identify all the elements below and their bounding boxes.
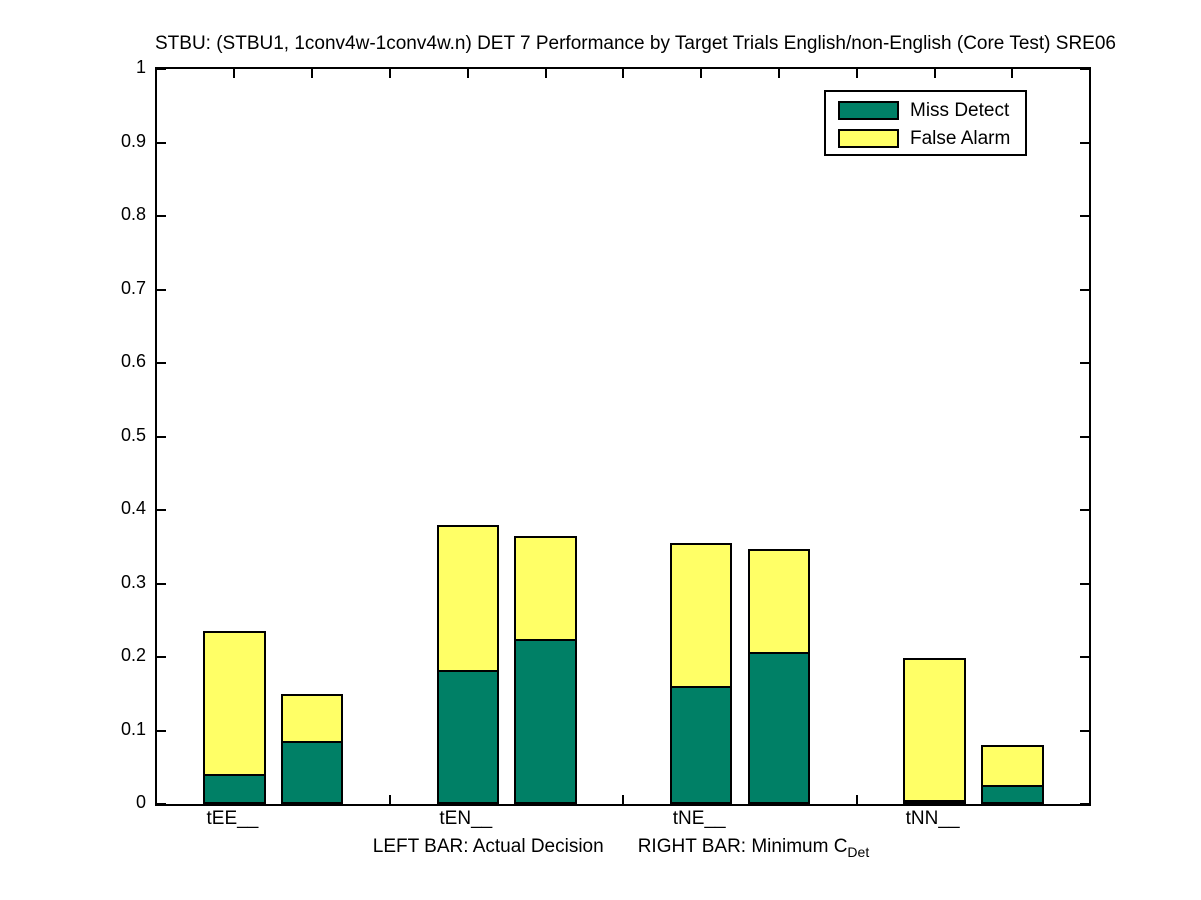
x-axis-tick-bottom [855, 795, 858, 804]
bar-segment-miss-detect [672, 686, 731, 802]
x-axis-tick-top [933, 69, 936, 78]
stacked-bar-minimum-cdet [981, 745, 1044, 804]
stacked-bar-minimum-cdet [281, 693, 344, 804]
x-axis-category-label: tNE__ [672, 808, 726, 829]
y-axis-tick-right [1080, 803, 1089, 805]
stacked-bar-minimum-cdet [747, 548, 811, 804]
legend-label-miss-detect: Miss Detect [910, 100, 1010, 121]
y-axis-tick-right [1080, 362, 1089, 364]
y-axis-tick-left [157, 729, 166, 732]
x-axis-tick-top [466, 69, 469, 78]
x-axis-tick-bottom [389, 795, 391, 804]
stacked-bar-actual-decision [670, 543, 733, 804]
x-axis-category-label: tEN__ [439, 808, 493, 829]
y-axis-tick-right [1080, 435, 1089, 438]
bar-segment-miss-detect [983, 784, 1042, 802]
y-axis-tick-label: 0.3 [120, 571, 146, 592]
y-axis-tick-right [1080, 141, 1089, 144]
y-axis-tick-left [157, 362, 166, 364]
y-axis-tick-right [1080, 68, 1089, 70]
x-axis-tick-top [389, 69, 391, 78]
bar-segment-miss-detect [205, 773, 264, 802]
stacked-bar-actual-decision [203, 630, 266, 804]
y-axis-tick-label: 0.8 [120, 204, 146, 224]
y-axis-tick-right [1080, 215, 1089, 217]
caption-subscript: Det [847, 843, 870, 860]
y-axis-tick-right [1080, 729, 1089, 732]
y-axis-tick-left [157, 656, 166, 658]
x-axis-tick-bottom [622, 795, 625, 804]
legend: Miss Detect False Alarm [824, 90, 1027, 156]
y-axis-tick-label: 0.6 [120, 351, 146, 371]
x-axis-tick-top [622, 69, 625, 78]
y-axis-tick-left [157, 509, 166, 511]
y-axis-tick-label: 0.9 [120, 130, 146, 151]
legend-swatch-miss-detect-icon [838, 101, 899, 120]
bar-segment-miss-detect [516, 638, 575, 802]
y-axis-tick-left [157, 803, 166, 805]
y-axis-tick-left [157, 141, 166, 144]
x-axis-category-label: tEE__ [206, 808, 259, 829]
bar-segment-miss-detect [749, 651, 809, 802]
x-axis-tick-top [1011, 69, 1014, 78]
caption-right-bar: RIGHT BAR: Minimum C [637, 836, 848, 857]
stacked-bar-actual-decision [903, 657, 966, 804]
x-axis-tick-top [700, 69, 703, 78]
x-axis-caption: LEFT BAR: Actual Decision RIGHT BAR: Mini… [155, 836, 1087, 860]
x-axis-tick-top [855, 69, 858, 78]
y-axis-tick-label: 0 [135, 792, 146, 812]
legend-label-false-alarm: False Alarm [910, 128, 1011, 149]
stacked-bar-minimum-cdet [514, 536, 577, 804]
y-axis-tick-left [157, 288, 166, 291]
y-axis-tick-label: 1 [135, 57, 146, 77]
x-axis-tick-top [544, 69, 547, 78]
plot-area [155, 67, 1091, 806]
y-axis-tick-left [157, 68, 166, 70]
y-axis-tick-label: 0.4 [120, 498, 146, 518]
y-axis-tick-left [157, 435, 166, 438]
y-axis-tick-right [1080, 656, 1089, 658]
x-axis-category-label: tNN__ [905, 808, 960, 829]
caption-left-bar: LEFT BAR: Actual Decision [372, 836, 604, 857]
bar-segment-miss-detect [905, 800, 964, 802]
y-axis-tick-left [157, 215, 166, 217]
x-axis-tick-top [233, 69, 236, 78]
y-axis-tick-label: 0.1 [120, 718, 146, 739]
x-axis-tick-top [778, 69, 780, 78]
y-axis-tick-left [157, 582, 166, 585]
y-axis-tick-label: 0.7 [120, 277, 146, 298]
bar-segment-miss-detect [283, 740, 342, 802]
bar-segment-miss-detect [438, 670, 497, 802]
stacked-bar-actual-decision [436, 525, 499, 804]
y-axis-tick-label: 0.5 [120, 424, 146, 445]
legend-swatch-false-alarm-icon [838, 129, 899, 148]
chart-title: STBU: (STBU1, 1conv4w-1conv4w.n) DET 7 P… [155, 33, 1116, 54]
y-axis-tick-label: 0.2 [120, 645, 146, 665]
y-axis-tick-right [1080, 288, 1089, 291]
x-axis-tick-top [311, 69, 314, 78]
y-axis-tick-right [1080, 582, 1089, 585]
y-axis-tick-right [1080, 509, 1089, 511]
